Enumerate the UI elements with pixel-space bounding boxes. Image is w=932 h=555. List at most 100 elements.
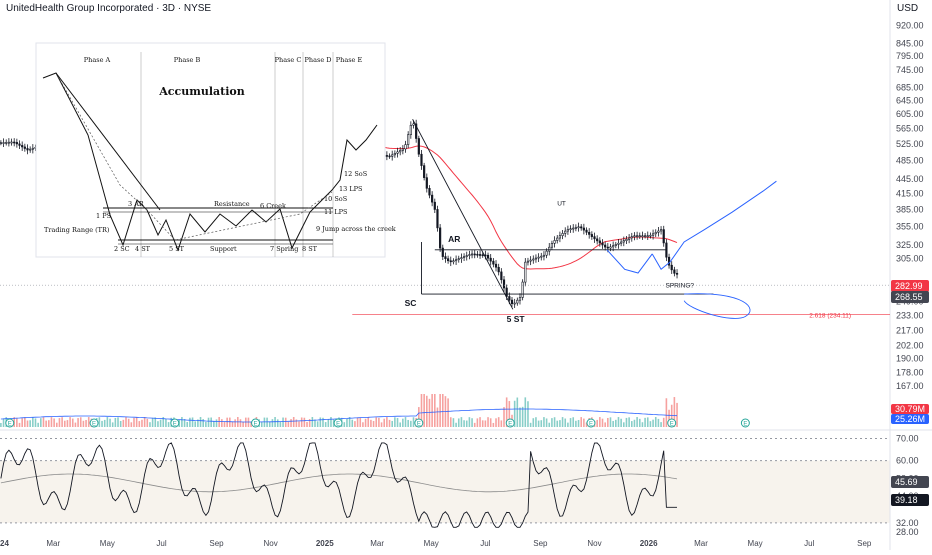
volume-bar xyxy=(295,419,298,427)
volume-bar xyxy=(604,422,606,427)
candle-body xyxy=(566,229,569,232)
volume-bar xyxy=(452,418,455,427)
candle-body xyxy=(675,272,679,275)
candle-body xyxy=(574,227,577,229)
inset-label: 2 SC xyxy=(114,245,130,253)
earnings-letter: E xyxy=(670,422,674,428)
candle-body xyxy=(667,256,671,266)
price-tag xyxy=(891,280,929,292)
volume-bar xyxy=(484,420,487,427)
inset-label: 3 AR xyxy=(128,200,145,208)
candle-body xyxy=(508,296,511,301)
currency-label: USD xyxy=(897,3,919,14)
volume-bar xyxy=(146,418,149,427)
time-axis-label: 2026 xyxy=(640,539,658,548)
candle-body xyxy=(404,144,407,150)
volume-bar xyxy=(367,417,370,427)
volume-bar xyxy=(516,397,519,427)
time-axis-label: Jul xyxy=(480,539,490,548)
volume-bar xyxy=(433,394,436,427)
volume-bar xyxy=(394,417,396,427)
candle-body xyxy=(505,287,508,297)
candle-body xyxy=(489,257,492,262)
candle-body xyxy=(534,257,538,260)
candle-body xyxy=(409,124,412,136)
volume-bar xyxy=(431,394,433,427)
time-axis-label: Mar xyxy=(694,539,708,548)
volume-bar xyxy=(0,423,2,427)
candle-body xyxy=(7,141,10,144)
candle-body xyxy=(476,253,479,256)
candle-body xyxy=(415,123,418,139)
volume-bar xyxy=(229,417,231,427)
volume-bar xyxy=(42,417,45,427)
time-axis-label: Sep xyxy=(209,539,224,548)
candle-body xyxy=(492,260,495,265)
volume-bar xyxy=(497,417,500,427)
volume-bar xyxy=(125,417,127,427)
candle-body xyxy=(444,256,447,259)
candle-body xyxy=(620,241,623,244)
volume-bar xyxy=(189,417,191,427)
candle-body xyxy=(646,235,649,238)
rsi-band xyxy=(0,460,890,523)
candle-body xyxy=(665,242,668,258)
candle-body xyxy=(433,201,436,210)
symbol-title[interactable]: UnitedHealth Group Incorporated · 3D · N… xyxy=(6,3,212,14)
inset-frame xyxy=(35,42,386,258)
volume-bar xyxy=(439,394,441,427)
candle-body xyxy=(649,234,652,237)
volume-bar xyxy=(481,420,484,427)
volume-bar xyxy=(449,417,452,427)
volume-bar xyxy=(436,407,439,427)
candle-body xyxy=(537,256,540,259)
earnings-icon xyxy=(5,418,15,428)
volume-bar xyxy=(412,417,415,427)
volume-bar xyxy=(114,417,117,427)
volume-bar xyxy=(580,417,583,427)
volume-bar xyxy=(162,417,165,427)
candle-body xyxy=(670,264,673,271)
earnings-marker: E xyxy=(5,418,15,428)
volume-bar xyxy=(319,417,322,427)
candle-body xyxy=(569,228,572,231)
volume-bar xyxy=(202,419,204,427)
price-tick-label: 325.00 xyxy=(896,240,924,250)
earnings-icon xyxy=(333,418,343,428)
volume-bar xyxy=(24,417,26,427)
candle-body xyxy=(577,226,580,229)
volume-bar xyxy=(577,420,580,427)
volume-bar xyxy=(18,422,21,427)
volume-bar xyxy=(348,417,351,427)
candle-body xyxy=(556,237,559,241)
time-axis-label: Mar xyxy=(370,539,384,548)
candle-body xyxy=(494,263,498,268)
price-tick-label: 525.00 xyxy=(896,139,924,149)
rsi-tag-text: 45.69 xyxy=(895,477,918,487)
candle-body xyxy=(425,177,428,189)
volume-bar xyxy=(66,420,69,427)
volume-bar xyxy=(98,417,101,427)
volume-bar xyxy=(418,407,420,427)
volume-bar xyxy=(2,418,5,427)
volume-bar xyxy=(71,418,74,427)
volume-bar xyxy=(308,419,311,427)
candle-body xyxy=(524,261,527,283)
earnings-marker: E xyxy=(414,418,424,428)
volume-bar xyxy=(330,417,332,427)
candle-body xyxy=(29,148,32,151)
candle-body xyxy=(590,234,593,237)
volume-bar xyxy=(665,398,668,427)
candle-body xyxy=(417,138,420,155)
volume-bar xyxy=(633,419,636,427)
candle-body xyxy=(457,258,460,261)
candle-body xyxy=(470,253,474,256)
volume-bar xyxy=(303,417,306,427)
candle-body xyxy=(643,235,647,238)
inset-dotted-path xyxy=(55,72,333,241)
volume-bar xyxy=(215,419,218,427)
volume-bar xyxy=(34,418,37,427)
candle-body xyxy=(21,145,24,148)
